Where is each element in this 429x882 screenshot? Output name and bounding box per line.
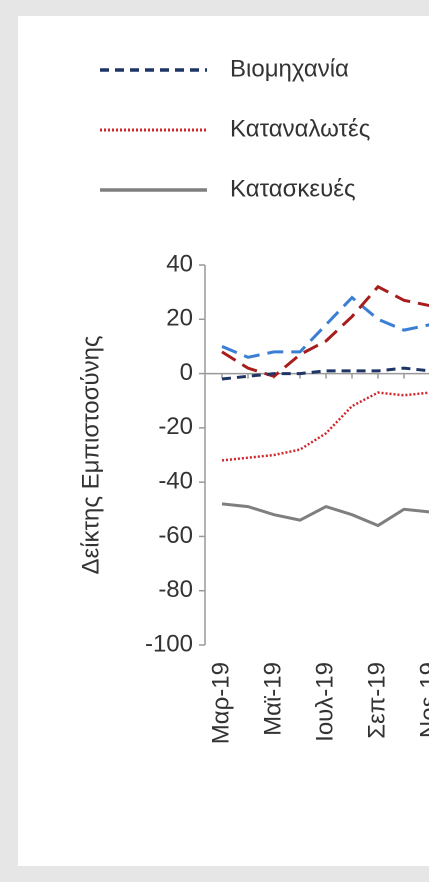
series-line: [221, 366, 429, 381]
series-line: [221, 284, 429, 378]
series-line: [221, 502, 429, 528]
x-tick-label: Ιουλ-19: [311, 662, 338, 742]
y-tick-label: -100: [145, 630, 193, 657]
series-line: [221, 295, 429, 359]
legend-label: Καταναλωτές: [230, 115, 370, 142]
panel: [18, 16, 429, 866]
y-tick-label: 0: [180, 359, 193, 386]
legend-label: Κατασκευές: [230, 175, 356, 202]
y-tick-label: 40: [166, 250, 193, 277]
legend-label: Βιομηχανία: [230, 55, 349, 82]
y-tick-label: -20: [158, 413, 193, 440]
series-line: [221, 391, 429, 462]
x-tick-label: Νοε-19: [415, 662, 429, 738]
y-tick-label: -60: [158, 522, 193, 549]
x-tick-label: Μαϊ-19: [259, 662, 286, 736]
y-tick-label: -80: [158, 576, 193, 603]
y-tick-label: 20: [166, 305, 193, 332]
y-tick-label: -40: [158, 467, 193, 494]
x-tick-label: Σεπ-19: [363, 662, 390, 739]
y-axis-label: Δείκτης Εμπιστοσύνης: [77, 335, 104, 574]
x-tick-label: Μαρ-19: [207, 662, 234, 744]
